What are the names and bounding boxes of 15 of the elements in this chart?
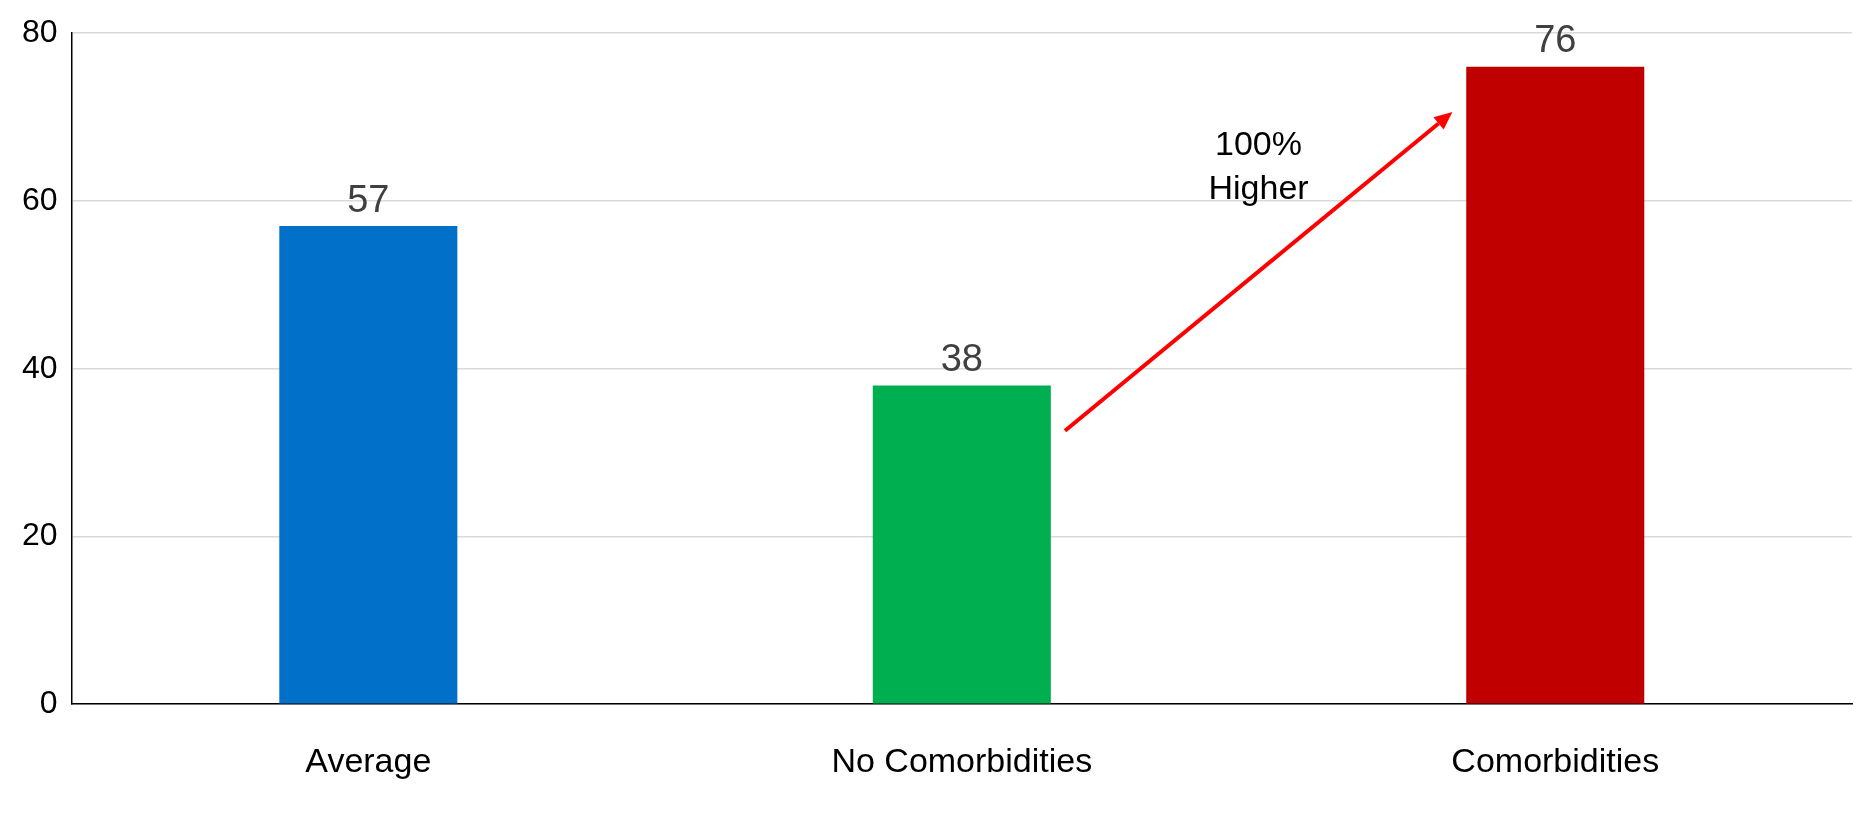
bar	[1466, 66, 1645, 704]
y-tick-label: 40	[22, 348, 58, 385]
bar	[872, 385, 1051, 704]
x-tick-label: No Comorbidities	[831, 740, 1093, 779]
annotation: 100% Higher	[1208, 123, 1309, 206]
data-label: 57	[347, 177, 390, 220]
y-tick-label: 20	[22, 516, 58, 553]
bar	[279, 226, 458, 704]
data-label: 76	[1534, 18, 1577, 61]
data-label: 38	[940, 336, 983, 379]
x-tick-label: Comorbidities	[1451, 740, 1660, 779]
y-tick-label: 60	[22, 180, 58, 217]
y-tick-label: 80	[22, 13, 58, 50]
y-tick-label: 0	[39, 684, 58, 721]
x-tick-label: Average	[305, 740, 432, 779]
